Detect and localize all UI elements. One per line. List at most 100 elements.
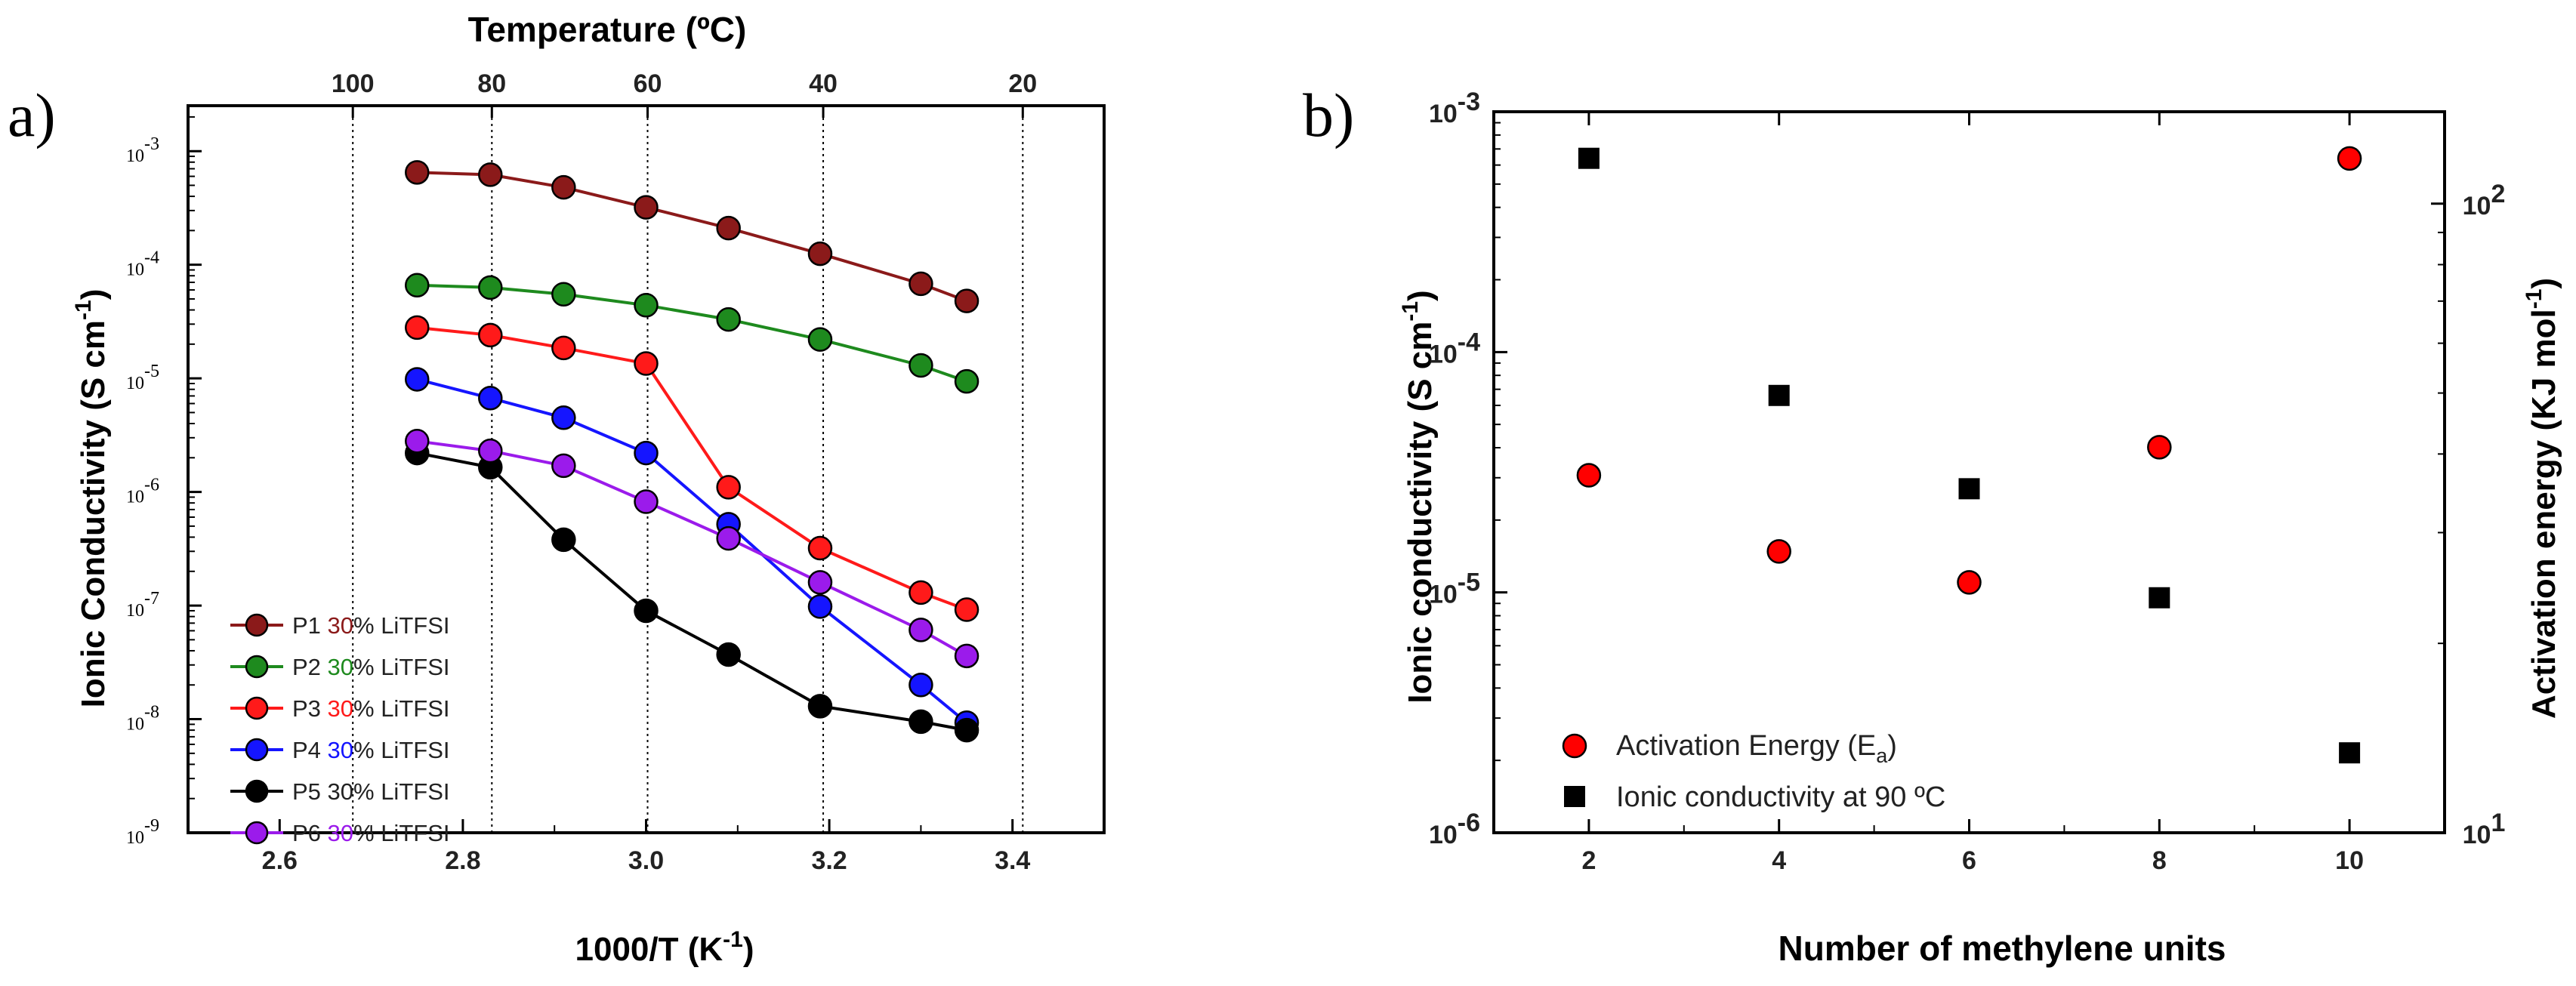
data-point-p2	[716, 307, 741, 332]
top-axis-tick-label: 60	[634, 69, 662, 98]
x-axis-tick-label: 2	[1581, 846, 1596, 875]
data-point-p1	[954, 288, 979, 313]
panel-b-y-left-axis-title: Ionic conductivity (S cm-1)	[1398, 290, 1439, 703]
y-left-axis-tick-label: 10-6	[1429, 809, 1480, 849]
data-point-p3	[478, 322, 503, 348]
x-axis-tick-label: 2.6	[262, 846, 298, 875]
panel-a-series	[405, 160, 979, 743]
data-point-p2	[807, 327, 833, 352]
panel-b-plot-frame	[1492, 110, 2446, 834]
y-left-axis-tick-label: 10-3	[1429, 88, 1480, 128]
ionic-conductivity-point	[2149, 587, 2170, 609]
data-point-p1	[478, 162, 503, 187]
data-point-p4	[478, 386, 503, 411]
legend-label-p2: P2 30% LiTFSI	[292, 654, 449, 680]
activation-energy-point	[1576, 463, 1602, 488]
panel-a-label: a)	[8, 81, 56, 149]
data-point-p6	[551, 453, 576, 479]
34: 10-9	[126, 816, 159, 848]
data-point-p6	[954, 643, 979, 669]
y-left-axis-tick-label: 10-4	[1429, 328, 1480, 368]
ionic-conductivity-point	[1578, 147, 1600, 169]
panel-b-legend: Activation Energy (Ea) Ionic conductivity…	[1562, 730, 1945, 813]
panel-b-points	[1576, 146, 2362, 764]
legend-marker-activation-energy	[1562, 733, 1587, 759]
34: 10-3	[126, 134, 159, 166]
y-right-axis-tick-label: 101	[2463, 809, 2506, 849]
legend-label-p4: P4 30% LiTFSI	[292, 737, 449, 763]
data-point-p5	[551, 527, 576, 553]
34: 10-4	[126, 248, 159, 280]
legend-label-activation-energy: Activation Energy (Ea)	[1616, 730, 1897, 767]
data-point-p1	[405, 160, 430, 185]
data-point-p6	[807, 570, 833, 595]
x-axis-tick-label: 2.8	[445, 846, 480, 875]
ionic-conductivity-point	[1958, 478, 1980, 500]
data-point-p1	[551, 174, 576, 200]
x-axis-tick-label: 10	[2335, 846, 2364, 875]
panel-b-y-right-axis-title: Activation energy (KJ mol-1)	[2522, 278, 2562, 719]
panel-a-legend: P1 30% LiTFSI P2 30% LiTFSI P3 30% LiTFSI P…	[230, 612, 449, 846]
x-axis-tick-label: 6	[1962, 846, 1976, 875]
x-axis-tick-label: 8	[2152, 846, 2167, 875]
panel-a-ticks: 100 80 60 40 20 2.6 2.8 3.0 3.2 3.4 10-9 10-8 10-7 10…	[126, 69, 1105, 875]
data-point-p6	[716, 525, 741, 551]
legend-marker-p6	[245, 821, 269, 845]
data-point-p1	[807, 241, 833, 267]
x-axis-tick-label: 3.2	[811, 846, 847, 875]
data-point-p5	[954, 717, 979, 743]
data-point-p4	[405, 367, 430, 392]
panel-b-x-axis-title: Number of methylene units	[1779, 929, 2226, 968]
34: 10-7	[126, 589, 159, 621]
data-point-p2	[478, 275, 503, 300]
34: 10-5	[126, 362, 159, 393]
activation-energy-point	[2147, 435, 2172, 460]
legend-label-ionic-conductivity: Ionic conductivity at 90 ºC	[1616, 781, 1945, 813]
activation-energy-point	[1766, 539, 1791, 564]
legend-marker-p2	[245, 655, 269, 679]
x-axis-tick-label: 4	[1772, 846, 1786, 875]
data-point-p6	[909, 618, 933, 642]
legend-marker-p5	[245, 779, 269, 803]
panel-a-y-axis-title: Ionic Conductivity (S cm-1)	[71, 289, 112, 708]
data-point-p4	[634, 440, 659, 466]
data-point-p5	[807, 694, 833, 719]
data-point-p6	[405, 429, 430, 454]
data-point-p5	[634, 598, 659, 624]
legend-label-p1: P1 30% LiTFSI	[292, 612, 449, 639]
data-point-p4	[909, 672, 933, 698]
data-point-p5	[909, 709, 933, 735]
data-point-p5	[716, 642, 741, 667]
data-point-p2	[405, 273, 430, 298]
legend-label-p3: P3 30% LiTFSI	[292, 695, 449, 722]
activation-energy-point	[1957, 570, 1982, 595]
legend-marker-p4	[245, 738, 269, 762]
data-point-p6	[634, 489, 659, 514]
ionic-conductivity-point	[2339, 742, 2361, 764]
series-line-p4	[416, 377, 968, 724]
series-line-p6	[416, 439, 968, 658]
data-point-p3	[807, 535, 833, 561]
panel-b-label: b)	[1303, 81, 1354, 149]
panel-a: a) Temperature (ºC) Ionic Conductivity (…	[8, 10, 1106, 968]
data-point-p2	[954, 368, 979, 394]
data-point-p6	[478, 438, 503, 464]
activation-energy-point	[2337, 146, 2362, 171]
legend-marker-p3	[245, 696, 269, 720]
legend-marker-ionic-conductivity	[1564, 786, 1585, 807]
series-line-p1	[417, 171, 967, 303]
top-axis-tick-label: 20	[1008, 69, 1037, 98]
34: 10-6	[126, 476, 159, 507]
x-axis-tick-label: 3.4	[995, 846, 1030, 875]
data-point-p3	[634, 351, 659, 376]
data-point-p1	[716, 215, 741, 241]
data-point-p1	[634, 195, 659, 220]
34: 10-8	[126, 703, 159, 735]
data-point-p2	[551, 282, 576, 307]
x-axis-tick-label: 3.0	[628, 846, 664, 875]
data-point-p3	[716, 475, 741, 500]
panel-a-x-axis-title: 1000/T (K-1)	[575, 927, 754, 968]
y-left-axis-tick-label: 10-5	[1429, 568, 1480, 609]
series-line-p3	[417, 325, 967, 612]
